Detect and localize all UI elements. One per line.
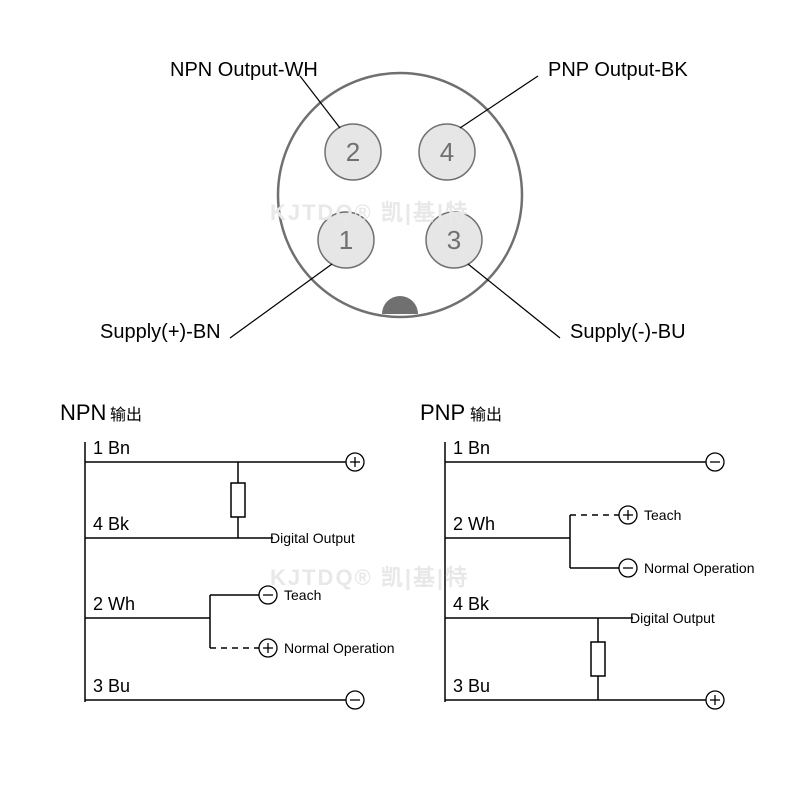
- svg-text:PNP: PNP: [420, 400, 465, 425]
- svg-text:2 Wh: 2 Wh: [93, 594, 135, 614]
- svg-text:Normal Operation: Normal Operation: [644, 560, 755, 576]
- svg-text:Normal Operation: Normal Operation: [284, 640, 395, 656]
- svg-text:4 Bk: 4 Bk: [93, 514, 130, 534]
- svg-text:2 Wh: 2 Wh: [453, 514, 495, 534]
- svg-text:2: 2: [346, 137, 360, 167]
- svg-text:Teach: Teach: [284, 587, 321, 603]
- svg-text:1: 1: [339, 225, 353, 255]
- svg-text:输出: 输出: [470, 406, 502, 424]
- schematic-npn: NPN输出 1 Bn 4 Bk Digital Output 2 Wh 3 Bu Teach…: [60, 400, 395, 709]
- svg-text:NPN: NPN: [60, 400, 106, 425]
- svg-text:Digital Output: Digital Output: [630, 610, 715, 626]
- svg-text:1 Bn: 1 Bn: [453, 438, 490, 458]
- wiring-diagram: 2 NPN Output-WH 4 PNP Output-BK 1 Supply(+)-B…: [0, 0, 800, 800]
- schematic-pnp: PNP 输出 1 Bn 2 Wh 4 Bk Digital Output 3 Bu Teach…: [420, 400, 755, 709]
- svg-text:Teach: Teach: [644, 507, 681, 523]
- svg-text:Supply(+)-BN: Supply(+)-BN: [100, 321, 221, 343]
- svg-text:3 Bu: 3 Bu: [93, 676, 130, 696]
- svg-text:3 Bu: 3 Bu: [453, 676, 490, 696]
- svg-text:输出: 输出: [110, 406, 142, 424]
- svg-text:Digital Output: Digital Output: [270, 530, 355, 546]
- svg-text:1 Bn: 1 Bn: [93, 438, 130, 458]
- svg-text:4 Bk: 4 Bk: [453, 594, 490, 614]
- svg-text:3: 3: [447, 225, 461, 255]
- svg-text:NPN Output-WH: NPN Output-WH: [170, 59, 318, 81]
- svg-text:PNP Output-BK: PNP Output-BK: [548, 59, 688, 81]
- svg-text:Supply(-)-BU: Supply(-)-BU: [570, 321, 686, 343]
- connector-face: 2 NPN Output-WH 4 PNP Output-BK 1 Supply(+)-B…: [100, 59, 688, 343]
- svg-text:4: 4: [440, 137, 454, 167]
